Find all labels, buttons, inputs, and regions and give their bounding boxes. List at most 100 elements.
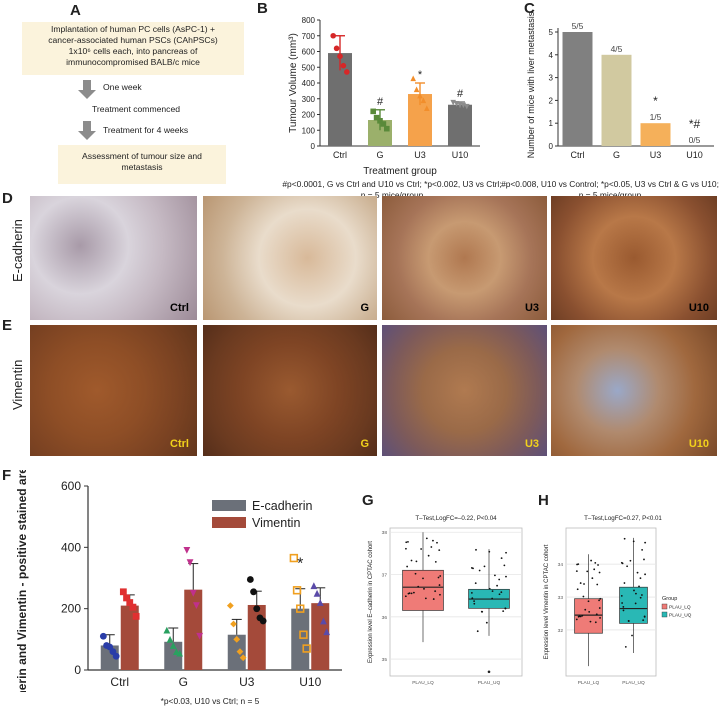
- g-point: [505, 575, 507, 578]
- g-point: [500, 557, 503, 560]
- f-point: [236, 648, 244, 655]
- g-point: [473, 602, 476, 605]
- h-point: [626, 565, 629, 568]
- c-y-tick-label: 3: [549, 74, 554, 83]
- f-point: [239, 654, 247, 662]
- g-point: [475, 548, 477, 551]
- h-point: [579, 582, 582, 584]
- b-point: [373, 114, 380, 121]
- panel-c-caption: #p<0.008, U10 vs Control; *p<0.05, U3 vs…: [498, 179, 720, 200]
- vimentin-tile-ctrl: Ctrl: [30, 325, 197, 456]
- panel-f-chart: 0 200 400 600 Ctrl G U3 * U10 E-cadherin Vimentin E…: [15, 470, 342, 692]
- b-significance: *: [418, 69, 423, 81]
- f-x-tick-label: G: [179, 675, 188, 689]
- g-point: [410, 592, 413, 595]
- f-point: [186, 559, 194, 567]
- f-point: [289, 553, 299, 563]
- panel-g-chart: 35 36 37 38 T–Test,LogFC=–0.22, P<0.04 PLAU_L…: [368, 515, 523, 686]
- g-point: [485, 621, 488, 624]
- f-point: [163, 626, 171, 634]
- f-legend-swatch: [212, 500, 246, 511]
- g-point: [417, 585, 420, 588]
- g-point: [504, 607, 507, 610]
- g-point: [425, 537, 428, 540]
- h-point: [620, 594, 623, 597]
- h-point: [598, 599, 600, 602]
- g-point: [488, 550, 491, 553]
- h-point: [579, 615, 582, 618]
- b-point: [384, 125, 390, 132]
- g-outlier: [487, 670, 491, 674]
- g-point: [494, 574, 496, 577]
- b-point: [417, 92, 423, 99]
- flowchart-step-one-week: One week: [103, 82, 142, 92]
- g-point: [480, 610, 483, 613]
- h-point: [622, 606, 625, 608]
- f-point: [302, 644, 311, 653]
- f-bar-ecadherin: [291, 608, 310, 670]
- h-point: [589, 620, 592, 623]
- h-point: [587, 600, 590, 603]
- g-point: [420, 548, 423, 550]
- b-point: [380, 121, 387, 127]
- h-point: [594, 561, 597, 564]
- f-point: [132, 612, 140, 620]
- vimentin-tile-label-g: G: [360, 438, 369, 450]
- g-point: [491, 590, 494, 593]
- b-y-tick-label: 0: [311, 142, 316, 151]
- b-y-tick-label: 200: [302, 111, 316, 120]
- f-point: [123, 594, 130, 602]
- g-point: [472, 567, 474, 570]
- b-y-tick-label: 300: [302, 95, 316, 104]
- f-point: [169, 642, 177, 649]
- g-point: [474, 582, 477, 585]
- g-point: [488, 587, 491, 590]
- h-point: [583, 583, 585, 585]
- h-point: [634, 602, 637, 605]
- h-point: [644, 541, 647, 544]
- b-point: [377, 118, 383, 124]
- vimentin-tile-u10: U10: [551, 325, 717, 456]
- h-point: [598, 607, 601, 609]
- h-point: [631, 634, 633, 637]
- h-point: [599, 617, 601, 619]
- c-bar-label: 4/5: [611, 44, 623, 54]
- h-point: [622, 609, 625, 612]
- g-y-axis-title: Expression level E–cadherin in CPTAC coh…: [368, 541, 374, 663]
- ecadherin-tile-u10: U10: [551, 196, 717, 320]
- c-x-tick-label: U10: [686, 150, 703, 160]
- b-bar: [448, 104, 472, 146]
- g-y-tick-label: 37: [382, 573, 388, 579]
- flowchart-box2-line2: metastasis: [121, 162, 163, 172]
- panel-letter-a: A: [70, 2, 81, 19]
- g-point: [412, 591, 415, 594]
- f-point: [189, 589, 197, 597]
- h-point: [594, 621, 597, 624]
- h-point: [584, 608, 587, 611]
- flowchart-step-treatment-commenced: Treatment commenced: [92, 104, 181, 114]
- f-x-tick-label: Ctrl: [110, 675, 129, 689]
- b-point: [420, 97, 427, 104]
- g-x-tick-label: PLAU_LQ: [412, 680, 434, 686]
- b-significance: #: [377, 96, 384, 108]
- f-bar-vimentin: [184, 589, 203, 670]
- b-x-tick-label: U10: [452, 150, 469, 160]
- panel-e-row-label: Vimentin: [10, 359, 25, 410]
- g-point: [476, 630, 479, 633]
- h-x-tick-label: PLAU_LQ: [578, 680, 600, 686]
- g-point: [470, 591, 473, 594]
- g-point: [423, 587, 425, 590]
- f-point: [183, 547, 191, 554]
- h-y-axis-title: Expression level Vimentin in CPTAC cohor…: [544, 544, 550, 659]
- flowchart-box2-line1: Assessment of tumour size and: [82, 151, 202, 161]
- g-point: [496, 584, 498, 587]
- f-bar-vimentin: [120, 605, 139, 670]
- f-legend-swatch: [212, 517, 246, 528]
- ecadherin-tile-label-g: G: [360, 302, 369, 314]
- g-point: [430, 546, 433, 548]
- f-point: [313, 589, 321, 597]
- g-point: [405, 547, 407, 550]
- b-point: [340, 62, 347, 69]
- h-y-tick-label: 32: [558, 628, 564, 634]
- g-point: [502, 610, 505, 613]
